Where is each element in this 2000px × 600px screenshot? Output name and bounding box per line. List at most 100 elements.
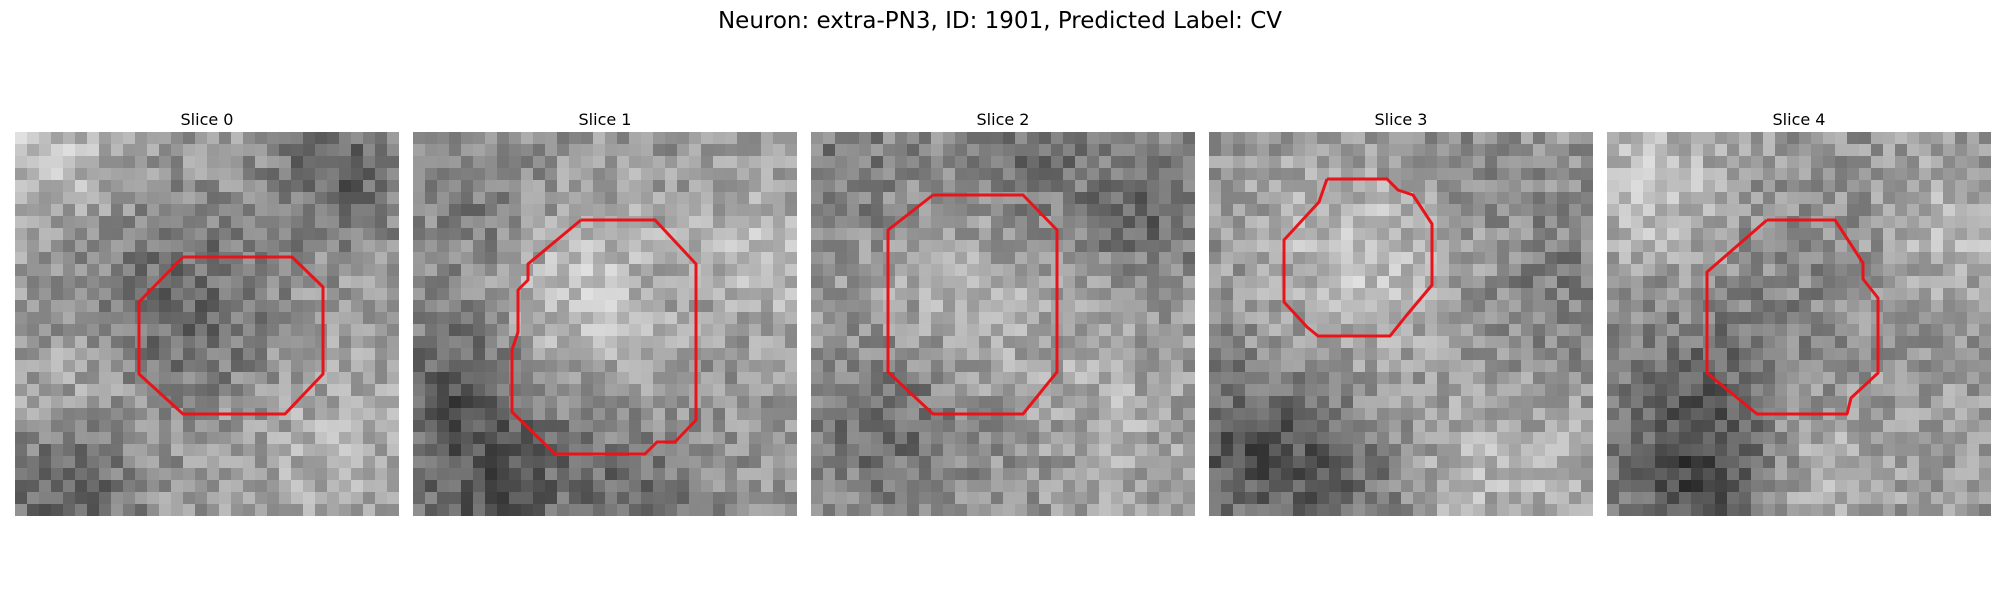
image-pixel — [1027, 312, 1039, 324]
image-pixel — [701, 312, 713, 324]
image-pixel — [617, 192, 629, 204]
image-pixel — [1087, 288, 1099, 300]
image-pixel — [1365, 456, 1377, 468]
image-pixel — [183, 456, 195, 468]
image-pixel — [1545, 228, 1557, 240]
image-pixel — [413, 444, 425, 456]
image-pixel — [255, 420, 267, 432]
image-pixel — [425, 288, 437, 300]
image-pixel — [773, 240, 785, 252]
image-pixel — [1919, 384, 1931, 396]
image-pixel — [497, 168, 509, 180]
image-pixel — [1631, 348, 1643, 360]
image-pixel — [1943, 300, 1955, 312]
image-pixel — [1679, 312, 1691, 324]
image-pixel — [1111, 444, 1123, 456]
image-pixel — [1377, 264, 1389, 276]
image-pixel — [1353, 144, 1365, 156]
image-pixel — [521, 288, 533, 300]
image-pixel — [387, 168, 399, 180]
image-pixel — [1607, 144, 1619, 156]
image-pixel — [123, 504, 135, 516]
image-pixel — [1233, 468, 1245, 480]
image-pixel — [701, 264, 713, 276]
image-pixel — [1775, 324, 1787, 336]
image-pixel — [1003, 504, 1015, 516]
image-pixel — [835, 216, 847, 228]
image-pixel — [437, 264, 449, 276]
image-pixel — [1437, 156, 1449, 168]
image-pixel — [267, 372, 279, 384]
image-pixel — [737, 132, 749, 144]
image-pixel — [195, 420, 207, 432]
image-pixel — [1799, 420, 1811, 432]
image-pixel — [713, 336, 725, 348]
image-pixel — [1353, 420, 1365, 432]
image-pixel — [1509, 384, 1521, 396]
image-pixel — [363, 300, 375, 312]
image-pixel — [1823, 456, 1835, 468]
image-pixel — [713, 312, 725, 324]
image-pixel — [291, 408, 303, 420]
image-pixel — [1281, 360, 1293, 372]
image-pixel — [327, 348, 339, 360]
image-pixel — [1607, 240, 1619, 252]
image-pixel — [545, 384, 557, 396]
image-pixel — [859, 312, 871, 324]
image-pixel — [1545, 348, 1557, 360]
image-pixel — [279, 180, 291, 192]
image-pixel — [811, 372, 823, 384]
image-pixel — [1847, 444, 1859, 456]
image-pixel — [1063, 456, 1075, 468]
image-pixel — [1221, 216, 1233, 228]
image-pixel — [967, 156, 979, 168]
image-pixel — [375, 480, 387, 492]
image-pixel — [75, 204, 87, 216]
image-pixel — [1631, 384, 1643, 396]
image-pixel — [1257, 288, 1269, 300]
image-pixel — [1509, 504, 1521, 516]
image-pixel — [895, 132, 907, 144]
image-pixel — [1257, 360, 1269, 372]
image-pixel — [1281, 408, 1293, 420]
image-pixel — [449, 336, 461, 348]
image-pixel — [315, 360, 327, 372]
image-pixel — [749, 156, 761, 168]
image-pixel — [1087, 144, 1099, 156]
image-pixel — [1497, 480, 1509, 492]
image-pixel — [1015, 324, 1027, 336]
image-pixel — [1123, 480, 1135, 492]
image-pixel — [1545, 240, 1557, 252]
image-pixel — [1751, 360, 1763, 372]
image-pixel — [521, 180, 533, 192]
image-pixel — [713, 480, 725, 492]
image-pixel — [1859, 204, 1871, 216]
image-pixel — [1123, 360, 1135, 372]
image-pixel — [231, 228, 243, 240]
image-pixel — [943, 288, 955, 300]
image-pixel — [1281, 468, 1293, 480]
image-pixel — [1317, 324, 1329, 336]
image-pixel — [967, 228, 979, 240]
image-pixel — [27, 372, 39, 384]
image-pixel — [701, 372, 713, 384]
image-pixel — [859, 264, 871, 276]
image-pixel — [111, 432, 123, 444]
image-pixel — [1727, 180, 1739, 192]
image-pixel — [461, 300, 473, 312]
image-pixel — [425, 132, 437, 144]
image-pixel — [823, 276, 835, 288]
image-pixel — [737, 360, 749, 372]
image-pixel — [315, 264, 327, 276]
image-pixel — [1221, 132, 1233, 144]
image-pixel — [725, 336, 737, 348]
image-pixel — [521, 192, 533, 204]
image-pixel — [1245, 204, 1257, 216]
image-pixel — [279, 492, 291, 504]
image-pixel — [1847, 360, 1859, 372]
image-pixel — [1401, 312, 1413, 324]
image-pixel — [27, 204, 39, 216]
image-pixel — [907, 192, 919, 204]
image-pixel — [375, 240, 387, 252]
image-pixel — [1305, 468, 1317, 480]
